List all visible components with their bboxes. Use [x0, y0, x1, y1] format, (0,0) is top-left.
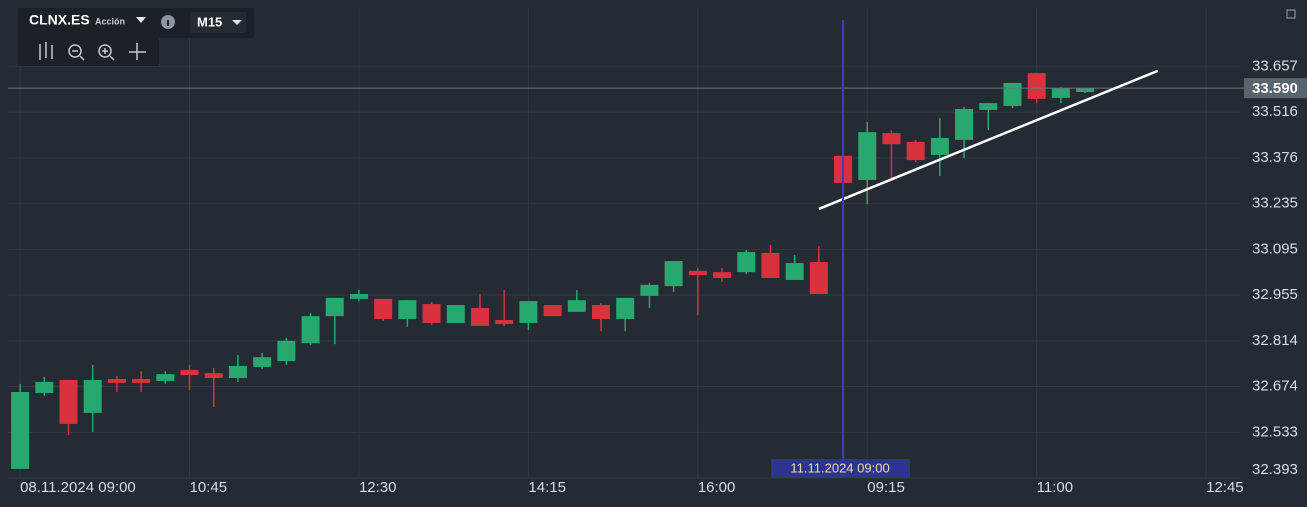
timeframe[interactable]: M15 [197, 14, 222, 29]
candle-body [349, 293, 368, 299]
y-tick-label: 32.955 [1252, 286, 1298, 303]
candle-body [1051, 88, 1070, 98]
y-tick-label: 33.376 [1252, 149, 1298, 166]
y-tick-label: 32.533 [1252, 423, 1298, 440]
candle-body [398, 300, 417, 320]
candle-body [543, 305, 562, 317]
candle-body [713, 272, 732, 279]
x-tick-label: 11:00 [1037, 479, 1073, 496]
candle-body [325, 297, 344, 317]
y-tick-label: 33.516 [1252, 103, 1298, 120]
candle-body [567, 300, 586, 312]
pan-icon[interactable] [129, 43, 146, 60]
window-icon[interactable] [1286, 9, 1296, 19]
y-tick-label: 33.657 [1252, 57, 1298, 74]
x-tick-label: 12:45 [1206, 479, 1244, 496]
info-glyph [167, 20, 169, 26]
candle-body [785, 263, 804, 280]
y-tick-label: 33.235 [1252, 195, 1298, 212]
candle-body [301, 316, 320, 344]
candle-body [446, 305, 465, 323]
y-tick-label: 33.095 [1252, 240, 1298, 257]
x-tick-label: 16:00 [698, 479, 736, 496]
y-tick-label: 32.814 [1252, 332, 1298, 349]
candle-body [882, 133, 901, 145]
candle-body [664, 261, 683, 287]
zoom-out-icon[interactable] [68, 44, 82, 58]
candle-body [688, 270, 707, 276]
candle-body [761, 252, 780, 279]
candle-body [277, 340, 296, 362]
last-price-box [1244, 78, 1307, 99]
candle-body [107, 378, 126, 383]
x-tick-label: 10:45 [190, 479, 228, 496]
candle-body [519, 301, 538, 323]
crosshair-label: 11.11.2024 09:00 [790, 460, 889, 475]
zoom-out-glyph [72, 50, 85, 61]
candle-body [979, 103, 998, 110]
y-tick-label: 32.393 [1252, 461, 1298, 478]
x-tick-label: 14:15 [528, 479, 566, 496]
x-tick-label: 09:15 [867, 479, 905, 496]
candle-body [180, 369, 199, 376]
candle-body [640, 284, 659, 296]
candle-body [1076, 88, 1095, 93]
y-tick-label: 32.674 [1252, 377, 1298, 394]
candle-body [83, 379, 102, 413]
indicators-icon[interactable] [39, 42, 53, 60]
zoom-in-glyph [102, 48, 115, 61]
candle-body [616, 297, 635, 320]
candle-body [737, 251, 756, 273]
candle-body [1027, 73, 1046, 99]
candle-body [930, 137, 949, 155]
candle-body [253, 357, 272, 367]
symbol[interactable]: CLNX.ES [29, 12, 90, 28]
candle-body [35, 381, 54, 393]
candle-body [11, 392, 30, 469]
candle-body [59, 379, 78, 424]
symbol-dropdown[interactable] [136, 17, 146, 23]
candle-body [955, 108, 974, 140]
chart-tools [39, 42, 146, 61]
timeframe-dropdown[interactable] [232, 20, 242, 25]
candle-body [156, 374, 175, 381]
candle-body [858, 132, 877, 180]
trendline [818, 69, 1159, 211]
candle-body [1003, 82, 1022, 107]
zoom-in-icon[interactable] [98, 44, 112, 58]
x-tick-label: 12:30 [359, 479, 397, 496]
timeframe-box[interactable] [190, 12, 246, 33]
candle-body [906, 141, 925, 161]
instrument-kind: Acción [95, 16, 125, 26]
toolbar: CLNX.ES Acción M15 [18, 8, 1296, 66]
candle-body [374, 298, 393, 320]
candle-body [592, 305, 611, 320]
candle-body [228, 365, 247, 379]
x-tick-label: 08.11.2024 09:00 [20, 479, 136, 496]
candle-body [422, 304, 441, 323]
last-price-label: 33.590 [1252, 80, 1298, 97]
candle-body [132, 378, 151, 383]
candle-body [470, 307, 489, 326]
candle-body [495, 320, 514, 324]
crosshair-box [771, 459, 911, 478]
candle-body [204, 373, 223, 379]
candle-body [809, 262, 828, 294]
